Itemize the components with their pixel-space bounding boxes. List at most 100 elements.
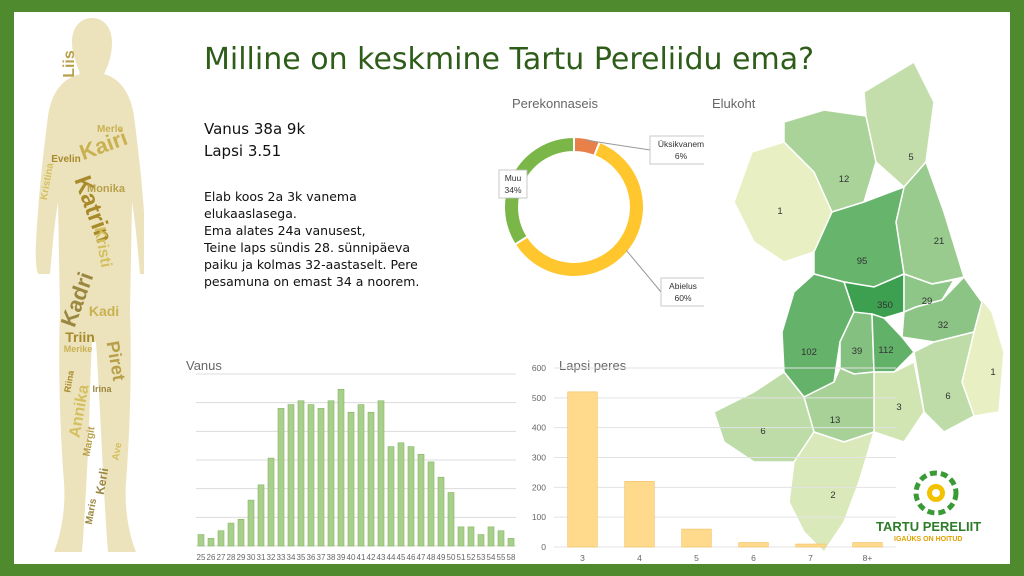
age-tick-label: 50: [447, 553, 456, 562]
donut-value-label: 6%: [675, 151, 688, 161]
age-tick-label: 53: [477, 553, 486, 562]
age-tick-label: 41: [357, 553, 366, 562]
donut-label: Muu: [505, 173, 522, 183]
description-line: Ema alates 24a vanusest,: [204, 223, 366, 238]
age-bar: [207, 538, 215, 547]
children-y-tick: 400: [532, 423, 546, 433]
children-bar-chart: 0 100 200 300 400 500 600 3 4 5 6 7 8+: [532, 363, 896, 563]
wordcloud-name: Irina: [92, 384, 112, 394]
children-chart-title: Lapsi peres: [559, 358, 627, 373]
age-tick-label: 32: [267, 553, 276, 562]
age-tick-label: 54: [487, 553, 496, 562]
children-bar: [624, 481, 655, 548]
age-tick-label: 25: [197, 553, 206, 562]
age-bar: [277, 408, 285, 547]
children-y-tick: 500: [532, 393, 546, 403]
map-region-label: 112: [878, 345, 893, 356]
age-bar: [417, 453, 425, 547]
map-region: [913, 330, 976, 433]
age-tick-label: 58: [507, 553, 516, 562]
children-x-tick: 8+: [863, 553, 873, 563]
wordcloud-name: Riina: [62, 369, 76, 393]
age-bar: [297, 400, 305, 547]
map-region-label: 102: [801, 347, 817, 358]
age-tick-label: 31: [257, 553, 266, 562]
map-region-label: 1: [990, 367, 995, 378]
map-region-label: 6: [760, 426, 765, 437]
children-x-tick: 6: [751, 553, 756, 563]
age-tick-label: 30: [247, 553, 256, 562]
age-bar: [497, 530, 505, 547]
description-line: Teine laps sündis 28. sünnipäeva: [204, 240, 411, 255]
age-tick-label: 52: [467, 553, 476, 562]
age-tick-label: 38: [327, 553, 336, 562]
map-region-label: 13: [830, 415, 841, 426]
average-age: Vanus 38a 9k: [204, 120, 306, 138]
wordcloud-name: Margit: [82, 425, 98, 457]
wordcloud-name: Merike: [64, 344, 93, 354]
children-x-tick: 3: [580, 553, 585, 563]
age-bar: [387, 446, 395, 547]
wordcloud-name: Kerli: [93, 467, 111, 496]
age-chart-title: Vanus: [186, 358, 222, 373]
age-tick-label: 40: [347, 553, 356, 562]
description-line: pesamuna on emast 34 a noorem.: [204, 274, 420, 289]
age-tick-label: 49: [437, 553, 446, 562]
age-bar: [287, 404, 295, 547]
age-tick-label: 27: [217, 553, 226, 562]
age-tick-label: 46: [407, 553, 416, 562]
age-bar: [237, 518, 245, 547]
age-bar: [447, 492, 455, 547]
wordcloud-name: Kadi: [89, 303, 119, 319]
donut-slice: [503, 135, 575, 246]
age-bar: [227, 522, 235, 547]
donut-value-label: 34%: [504, 185, 521, 195]
map-title: Elukoht: [712, 96, 756, 111]
children-bar: [738, 542, 769, 548]
age-tick-label: 55: [497, 553, 506, 562]
children-bar: [852, 542, 883, 548]
wordcloud-name: Merle: [97, 124, 124, 135]
age-bar: [397, 442, 405, 547]
map-region-label: 350: [877, 300, 893, 311]
children-x-tick: 4: [637, 553, 642, 563]
map-region-label: 21: [934, 236, 945, 247]
slide: Liis Kairi Katrin Kristi Kadri Piret Kadi Triin…: [14, 12, 1010, 564]
age-bar: [427, 461, 435, 547]
age-tick-label: 35: [297, 553, 306, 562]
age-bar: [407, 446, 415, 547]
age-tick-label: 36: [307, 553, 316, 562]
wordcloud-name: Monika: [87, 183, 126, 195]
wordcloud-name: Triin: [65, 329, 95, 345]
age-bar: [337, 388, 345, 547]
age-bar: [357, 404, 365, 547]
average-children: Lapsi 3.51: [204, 142, 282, 160]
age-tick-label: 28: [227, 553, 236, 562]
wordcloud-name: Evelin: [51, 154, 80, 165]
age-bar: [197, 534, 205, 547]
age-tick-label: 37: [317, 553, 326, 562]
age-tick-label: 42: [367, 553, 376, 562]
age-tick-label: 26: [207, 553, 216, 562]
map-region-label: 12: [839, 174, 850, 185]
description-line: Elab koos 2a 3k vanema: [204, 189, 357, 204]
age-bar: [507, 538, 515, 547]
age-tick-label: 45: [397, 553, 406, 562]
age-tick-label: 51: [457, 553, 466, 562]
children-x-tick: 5: [694, 553, 699, 563]
donut-chart-title: Perekonnaseis: [512, 96, 598, 111]
age-bar: [247, 499, 255, 547]
age-bar: [377, 400, 385, 547]
map-region: [781, 273, 855, 398]
wordcloud-name: Liis: [61, 50, 78, 78]
age-bar: [457, 526, 465, 547]
age-tick-label: 44: [387, 553, 396, 562]
age-bar: [267, 457, 275, 547]
donut-label: Üksikvanem: [658, 139, 704, 149]
age-tick-label: 43: [377, 553, 386, 562]
age-bar: [367, 411, 375, 547]
age-tick-label: 39: [337, 553, 346, 562]
age-bar: [317, 408, 325, 547]
children-y-tick: 0: [541, 542, 546, 552]
